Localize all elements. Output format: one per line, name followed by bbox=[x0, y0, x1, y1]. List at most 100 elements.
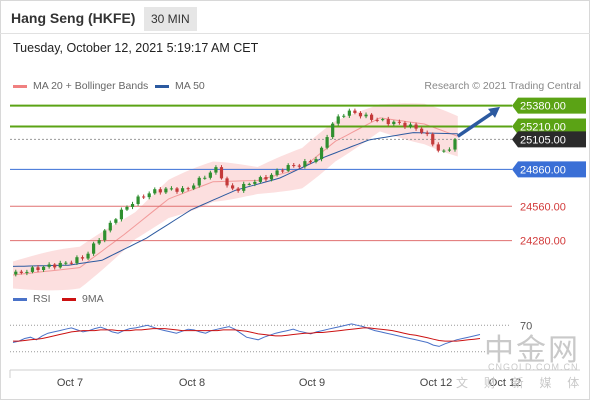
candle-body bbox=[147, 193, 151, 198]
candle-body bbox=[92, 243, 96, 254]
candle-body bbox=[14, 271, 18, 275]
candle-body bbox=[447, 149, 452, 151]
candle-body bbox=[186, 188, 190, 190]
ma9-legend-swatch bbox=[62, 298, 76, 301]
candle-body bbox=[69, 262, 73, 264]
candle-body bbox=[219, 167, 224, 179]
x-tick-label: Oct 7 bbox=[57, 377, 83, 389]
candle-body bbox=[336, 116, 340, 124]
rsi-legend-swatch bbox=[13, 298, 27, 301]
candle-body bbox=[175, 188, 179, 192]
candle-body bbox=[420, 128, 424, 133]
candle-body bbox=[414, 124, 418, 129]
candle-body bbox=[375, 119, 379, 121]
candle-body bbox=[108, 222, 112, 231]
candle-body bbox=[275, 170, 279, 175]
candle-body bbox=[114, 219, 118, 223]
watermark-url: CNGOLD.COM.CN bbox=[488, 362, 579, 372]
candle-body bbox=[103, 230, 107, 241]
candle-body bbox=[25, 271, 29, 273]
candle-body bbox=[214, 167, 218, 173]
level-tag bbox=[512, 131, 586, 148]
candle-body bbox=[180, 188, 185, 192]
candle-body bbox=[125, 206, 129, 210]
candle-body bbox=[231, 185, 235, 189]
candle-body bbox=[353, 110, 357, 113]
projection-arrowhead bbox=[488, 106, 500, 118]
legend-swatch-bollinger bbox=[13, 85, 27, 88]
candle-body bbox=[86, 253, 90, 259]
candle-body bbox=[130, 203, 135, 207]
candle-body bbox=[53, 264, 57, 268]
candle-body bbox=[208, 172, 212, 178]
rsi-tick-label: 70 bbox=[520, 320, 532, 332]
candle-body bbox=[41, 266, 46, 271]
candle-body bbox=[19, 271, 23, 273]
level-value: 24560.00 bbox=[520, 201, 566, 213]
level-label-support: 24560.00 bbox=[520, 201, 566, 213]
candle-body bbox=[308, 161, 313, 163]
instrument-title: Hang Seng (HKFE) bbox=[11, 10, 136, 26]
candle-body bbox=[253, 181, 257, 184]
candle-body bbox=[203, 177, 207, 179]
level-value: 24280.00 bbox=[520, 236, 566, 248]
candle-body bbox=[386, 119, 390, 125]
candle-body bbox=[136, 196, 140, 204]
candle-body bbox=[442, 150, 446, 152]
x-axis: Oct 7 Oct 8 Oct 9 Oct 12 Oct 12 bbox=[9, 369, 580, 389]
x-tick-label: Oct 8 bbox=[179, 377, 205, 389]
rsi-legend-label: RSI bbox=[33, 293, 51, 305]
candle-body bbox=[358, 112, 363, 117]
level-tag bbox=[512, 118, 586, 135]
title-divider bbox=[0, 33, 590, 34]
candle-body bbox=[158, 189, 162, 193]
bollinger-band bbox=[13, 103, 458, 291]
candle-body bbox=[431, 134, 435, 145]
candle-body bbox=[425, 132, 429, 135]
candle-body bbox=[436, 144, 440, 151]
level-label-resistance: 25380.00 bbox=[512, 97, 586, 114]
credit-text: Research © 2021 Trading Central bbox=[424, 80, 581, 92]
candle-body bbox=[264, 177, 268, 180]
level-label-current: 25105.00 bbox=[512, 131, 586, 148]
x-tick-label: Oct 12 bbox=[489, 377, 521, 389]
candle-body bbox=[58, 262, 62, 268]
candle-body bbox=[197, 177, 201, 186]
candle-body bbox=[30, 267, 35, 272]
candle-body bbox=[325, 137, 329, 148]
candle-body bbox=[292, 165, 296, 167]
candle-body bbox=[392, 121, 396, 125]
candle-body bbox=[64, 262, 68, 264]
candle-body bbox=[342, 115, 346, 117]
projection-arrow bbox=[456, 110, 495, 138]
candle-body bbox=[281, 170, 285, 172]
rsi-series-9ma bbox=[13, 327, 481, 342]
legend-label-ma50: MA 50 bbox=[175, 80, 205, 92]
timeframe-badge[interactable]: 30 MIN bbox=[144, 7, 197, 31]
candle-body bbox=[314, 159, 318, 162]
legend-swatch-ma50 bbox=[155, 85, 169, 88]
candle-body bbox=[403, 122, 407, 127]
candle-body bbox=[319, 147, 324, 160]
candle-body bbox=[408, 124, 413, 127]
level-label-pivot: 24860.00 bbox=[512, 161, 586, 178]
watermark-brand: 中金网 bbox=[484, 333, 580, 368]
candle-body bbox=[286, 165, 290, 171]
ma50-line bbox=[12, 132, 458, 267]
rsi-panel: 70 bbox=[10, 320, 532, 353]
level-value: 25105.00 bbox=[520, 134, 566, 146]
level-tag bbox=[512, 161, 586, 178]
candle-body bbox=[397, 121, 401, 123]
level-tag bbox=[512, 97, 586, 114]
candle-body bbox=[369, 114, 374, 120]
candle-body bbox=[381, 119, 385, 121]
candle-body bbox=[247, 183, 251, 185]
level-label-support: 24280.00 bbox=[520, 236, 566, 248]
x-tick-label: Oct 9 bbox=[299, 377, 325, 389]
level-value: 24860.00 bbox=[520, 164, 566, 176]
candle-body bbox=[269, 174, 274, 180]
rsi-series-rsi bbox=[12, 323, 481, 347]
candle-body bbox=[80, 257, 85, 259]
